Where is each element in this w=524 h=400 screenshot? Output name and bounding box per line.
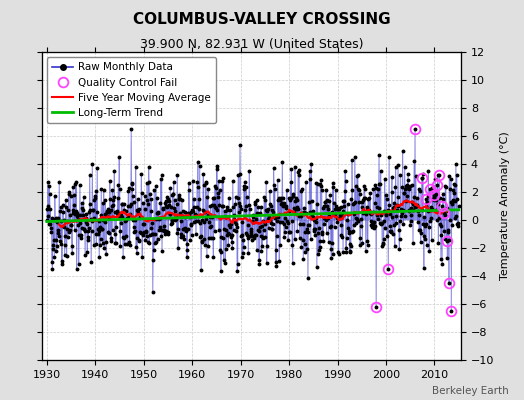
Title: 39.900 N, 82.931 W (United States): 39.900 N, 82.931 W (United States) — [140, 38, 363, 51]
Legend: Raw Monthly Data, Quality Control Fail, Five Year Moving Average, Long-Term Tren: Raw Monthly Data, Quality Control Fail, … — [47, 57, 216, 123]
Text: Berkeley Earth: Berkeley Earth — [432, 386, 508, 396]
Text: COLUMBUS-VALLEY CROSSING: COLUMBUS-VALLEY CROSSING — [133, 12, 391, 27]
Y-axis label: Temperature Anomaly (°C): Temperature Anomaly (°C) — [500, 132, 510, 280]
